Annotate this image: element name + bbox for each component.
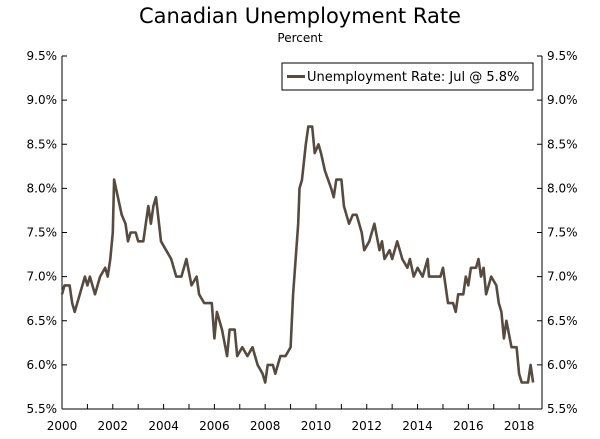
chart-subtitle: Percent — [277, 31, 323, 45]
x-tick-label: 2008 — [250, 419, 281, 433]
legend-box — [281, 62, 534, 91]
x-tick-label: 2018 — [504, 419, 535, 433]
unemployment-rate-line — [60, 125, 535, 384]
y-tick-label-left: 8.5% — [27, 137, 58, 151]
legend-label: Unemployment Rate: Jul @ 5.8% — [307, 70, 519, 85]
x-tick-label: 2000 — [47, 419, 78, 433]
x-tick-label: 2002 — [98, 419, 129, 433]
y-tick-label-left: 9.0% — [27, 93, 58, 107]
chart-title: Canadian Unemployment Rate — [139, 4, 461, 28]
y-tick-label-left: 5.5% — [27, 402, 58, 416]
y-tick-label-right: 9.5% — [547, 49, 578, 63]
y-tick-label-left: 7.5% — [27, 226, 58, 240]
x-tick-label: 2006 — [199, 419, 230, 433]
y-tick-label-left: 6.0% — [27, 358, 58, 372]
y-tick-label-left: 7.0% — [27, 270, 58, 284]
y-tick-label-right: 9.0% — [547, 93, 578, 107]
y-tick-label-right: 6.0% — [547, 358, 578, 372]
y-tick-label-right: 7.0% — [547, 270, 578, 284]
y-tick-label-right: 7.5% — [547, 226, 578, 240]
x-tick-label: 2014 — [402, 419, 433, 433]
x-tick-label: 2012 — [351, 419, 382, 433]
x-tick-label: 2010 — [301, 419, 332, 433]
y-tick-label-right: 5.5% — [547, 402, 578, 416]
y-tick-label-right: 8.5% — [547, 137, 578, 151]
x-tick-label: 2004 — [148, 419, 179, 433]
y-tick-label-left: 8.0% — [27, 181, 58, 195]
x-tick-label: 2016 — [453, 419, 484, 433]
y-tick-label-right: 8.0% — [547, 181, 578, 195]
y-tick-label-left: 9.5% — [27, 49, 58, 63]
y-tick-label-left: 6.5% — [27, 314, 58, 328]
y-tick-label-right: 6.5% — [547, 314, 578, 328]
